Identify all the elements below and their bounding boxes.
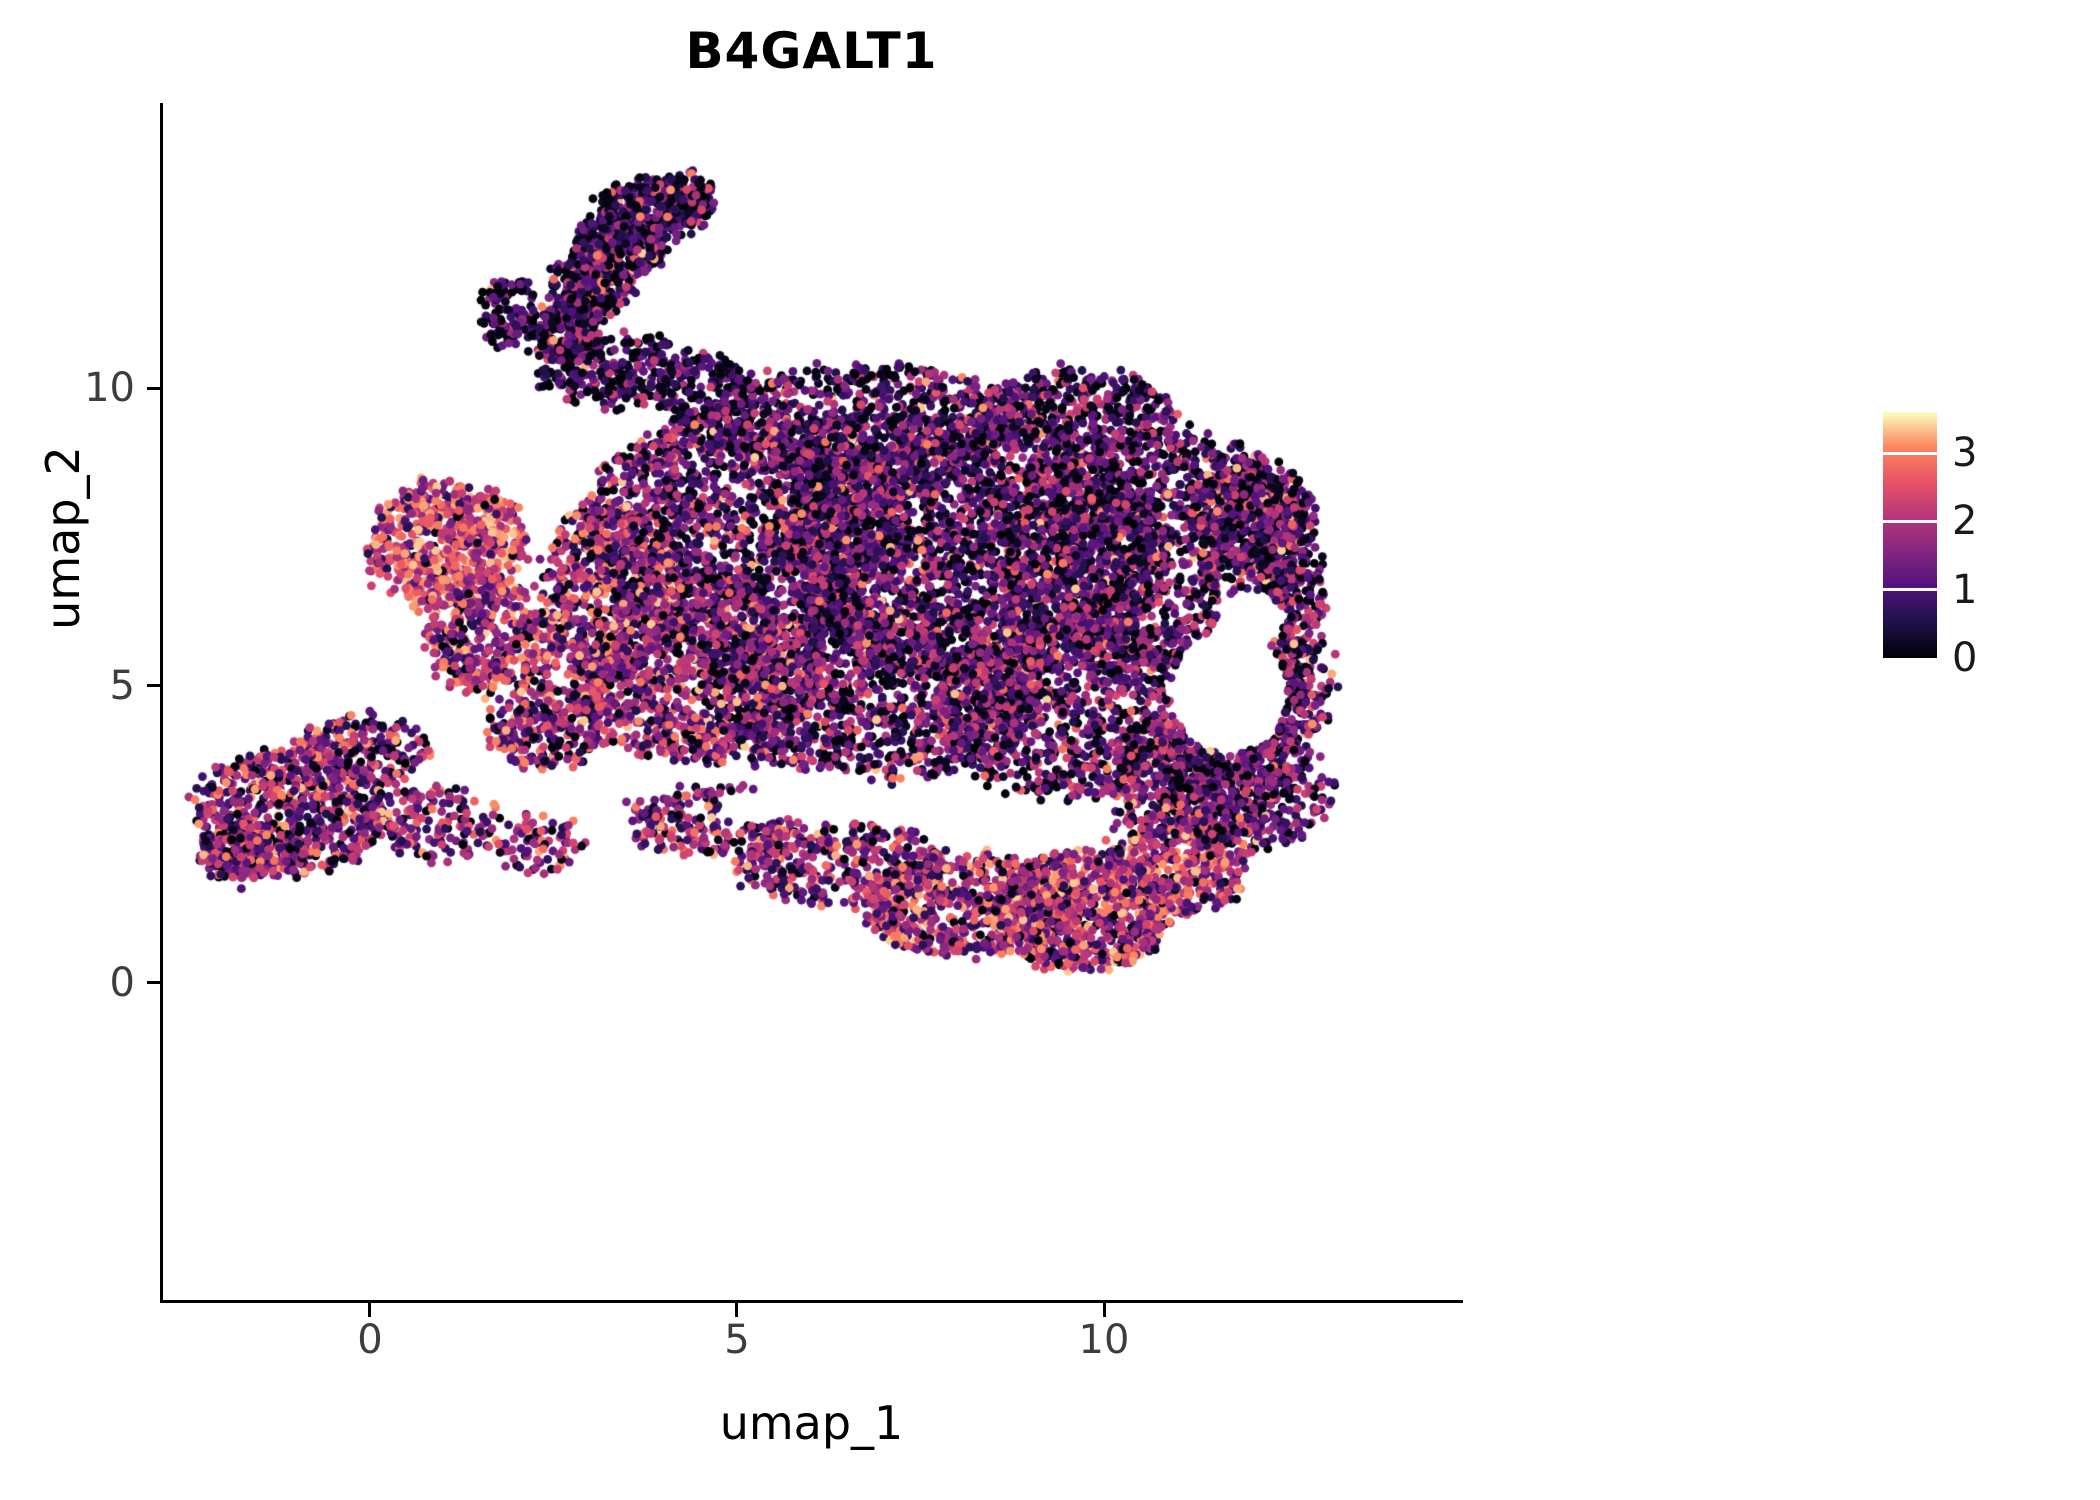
x-axis-title: umap_1 [719,1396,904,1450]
y-axis-line [160,103,163,1303]
x-tick-mark [735,1303,739,1317]
colorbar-tick-label: 2 [1952,498,1978,545]
y-tick-mark [147,386,163,390]
colorbar-tick-label: 3 [1952,430,1978,476]
x-tick-label: 0 [357,1317,383,1363]
y-axis-title: umap_2 [36,446,90,630]
colorbar-tick-label: 1 [1952,566,1978,613]
colorbar-tick-label: 0 [1952,635,1978,681]
colorbar-tick-mark [1883,519,1937,523]
x-axis-line [160,1300,1463,1303]
colorbar-tick-mark [1883,451,1937,455]
y-tick-label: 10 [84,365,135,412]
y-tick-label: 0 [109,959,135,1006]
colorbar-gradient [1883,412,1937,658]
x-tick-mark [1102,1303,1106,1317]
y-tick-mark [147,684,163,688]
chart-title: B4GALT1 [685,22,938,80]
x-tick-label: 5 [724,1317,750,1363]
x-tick-label: 10 [1078,1317,1130,1363]
x-tick-mark [368,1303,372,1317]
colorbar-tick-mark [1883,588,1937,592]
y-tick-mark [147,981,163,985]
y-tick-label: 5 [109,662,135,709]
